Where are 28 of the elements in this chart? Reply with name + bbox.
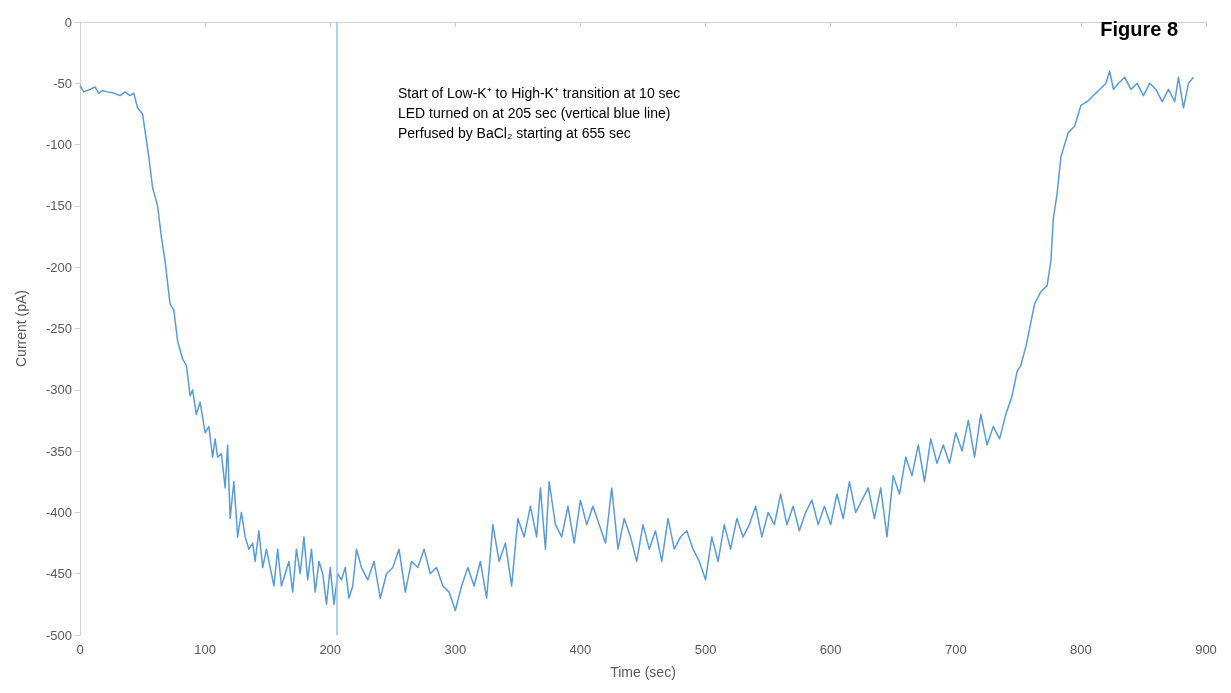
y-tick-label: -100 (45, 137, 72, 153)
y-tick-label: -350 (45, 443, 72, 459)
y-tick-label: -400 (45, 504, 72, 520)
x-tick-label: 900 (1195, 642, 1217, 657)
x-tick-label: 600 (819, 642, 842, 657)
y-tick-label: -150 (45, 198, 72, 214)
y-tick-label: -500 (45, 627, 72, 643)
y-tick-label: -200 (45, 259, 72, 275)
x-tick-label: 300 (444, 642, 467, 657)
y-tick-label: -50 (53, 75, 72, 91)
x-tick-label: 100 (194, 642, 216, 657)
x-tick-label: 800 (1070, 642, 1092, 657)
y-tick-label: 0 (64, 14, 72, 30)
x-tick-label: 500 (694, 642, 717, 657)
annotation: Start of Low-K⁺ to High-K⁺ transition at 10 sec (398, 85, 681, 101)
x-tick-label: 400 (569, 642, 592, 657)
x-tick-label: 200 (319, 642, 342, 657)
y-axis-title: Current (pA) (13, 289, 29, 368)
line-series (79, 70, 1195, 612)
y-tick-label: -300 (45, 382, 72, 398)
annotation: LED turned on at 205 sec (vertical blue line) (398, 105, 671, 121)
x-tick-label: 0 (76, 642, 84, 657)
annotation: Perfused by BaCl₂ starting at 655 sec (398, 125, 631, 141)
x-tick-label: 700 (944, 642, 967, 657)
y-tick-label: -450 (45, 566, 72, 582)
chart-title: Figure 8 (1100, 18, 1178, 40)
y-tick-label: -250 (45, 321, 72, 336)
x-axis-title: Time (sec) (610, 664, 676, 680)
